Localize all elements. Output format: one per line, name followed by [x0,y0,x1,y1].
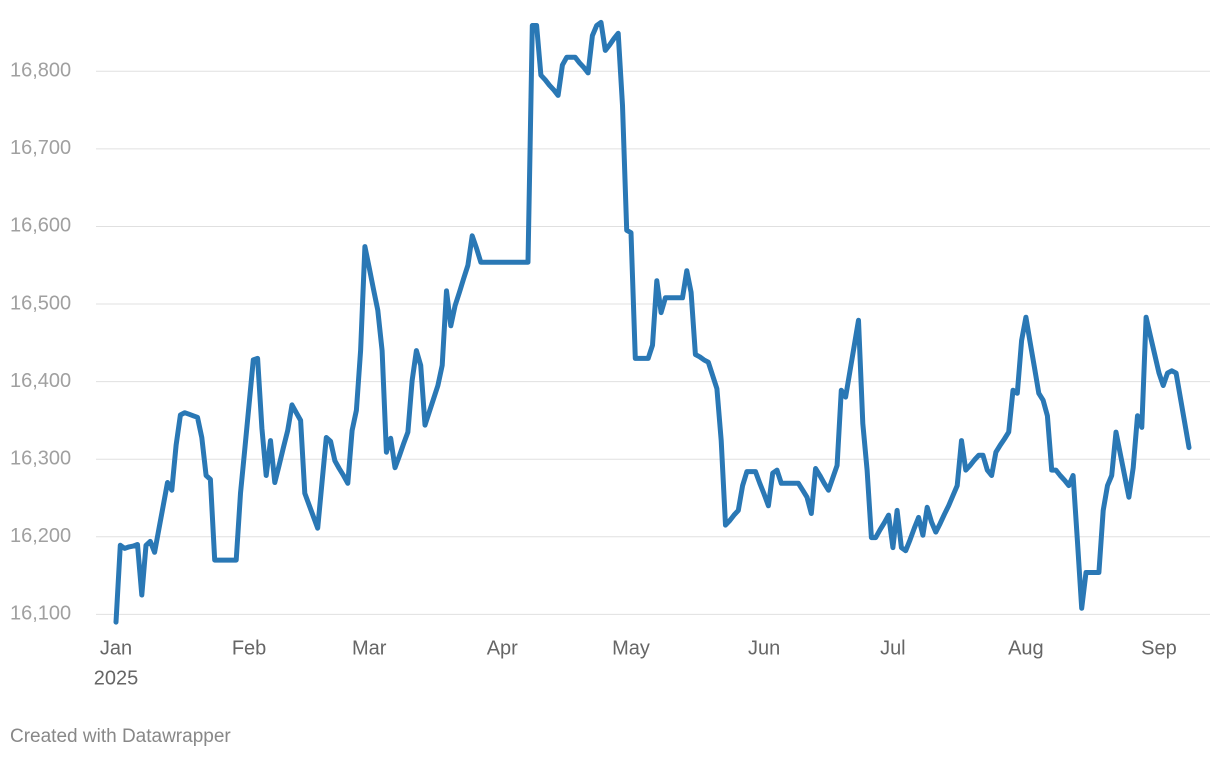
y-tick-label: 16,200 [10,525,71,547]
y-tick-label: 16,800 [10,60,71,82]
y-tick-label: 16,100 [10,603,71,625]
y-tick-label: 16,500 [10,292,71,314]
x-tick-label: May [612,637,650,659]
x-tick-label: Jul [880,637,906,659]
x-tick-label: Mar [352,637,387,659]
y-tick-label: 16,300 [10,447,71,469]
year-label: 2025 [94,667,139,689]
line [113,19,1192,625]
x-tick-label: Sep [1141,637,1177,659]
x-tick-label: Apr [487,637,518,659]
x-tick-label: Jun [748,637,780,659]
y-tick-label: 16,400 [10,370,71,392]
x-tick-label: Feb [232,637,266,659]
x-tick-label: Jan [100,637,132,659]
y-tick-label: 16,700 [10,137,71,159]
footer: Created with Datawrapper [10,726,231,747]
x-tick-label: Aug [1008,637,1044,659]
y-tick-label: 16,600 [10,215,71,237]
